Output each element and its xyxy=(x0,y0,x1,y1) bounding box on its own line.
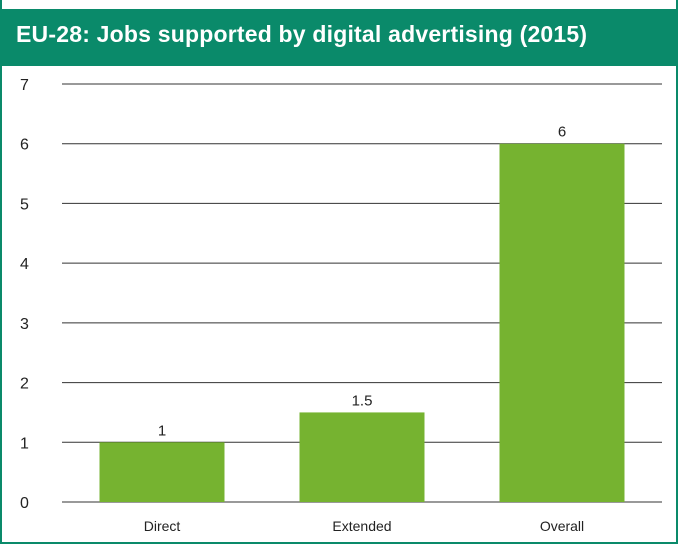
y-tick-label: 7 xyxy=(20,77,29,94)
bar-extended xyxy=(299,412,425,502)
data-label: 1.5 xyxy=(352,392,373,409)
x-category-label: Direct xyxy=(144,518,181,534)
data-label: 1 xyxy=(158,422,166,439)
y-tick-label: 6 xyxy=(20,137,29,154)
chart-title: EU-28: Jobs supported by digital adverti… xyxy=(16,21,588,47)
y-tick-label: 5 xyxy=(20,196,29,213)
data-label: 6 xyxy=(558,124,566,141)
x-category-label: Overall xyxy=(540,518,584,534)
y-tick-label: 2 xyxy=(20,376,29,393)
y-tick-label: 3 xyxy=(20,316,29,333)
y-tick-label: 1 xyxy=(20,435,29,452)
x-category-label: Extended xyxy=(332,518,391,534)
y-tick-label: 4 xyxy=(20,256,29,273)
y-tick-label: 0 xyxy=(20,495,29,512)
bar-overall xyxy=(499,143,625,502)
bar-direct xyxy=(99,442,225,502)
title-bar: EU-28: Jobs supported by digital adverti… xyxy=(0,9,678,66)
